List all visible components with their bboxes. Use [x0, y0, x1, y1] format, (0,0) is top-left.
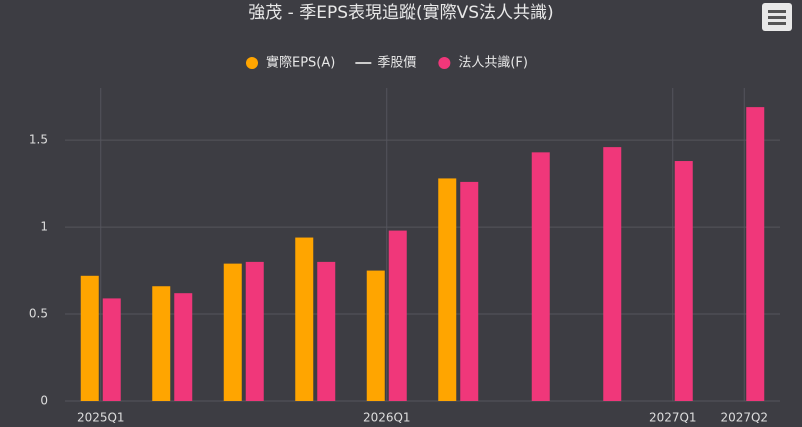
menu-bar: [768, 22, 786, 25]
bar: [603, 147, 622, 401]
x-tick-label: 2027Q2: [720, 411, 768, 425]
menu-bar: [768, 10, 786, 13]
legend-label: 實際EPS(A): [266, 55, 335, 71]
bar: [317, 261, 336, 401]
legend-label: 季股價: [377, 56, 416, 71]
y-tick-label: 1: [40, 220, 48, 234]
bar: [174, 293, 193, 401]
legend-line: [355, 62, 372, 64]
bar: [152, 286, 171, 401]
x-tick-label: 2025Q1: [77, 411, 125, 425]
menu-bar: [768, 16, 786, 19]
x-tick-label: 2027Q1: [649, 411, 697, 425]
chart-title: 強茂 - 季EPS表現追蹤(實際VS法人共識): [248, 3, 553, 23]
bar: [102, 298, 121, 401]
menu-button[interactable]: [762, 3, 792, 31]
bar: [674, 161, 693, 401]
bar: [295, 237, 314, 401]
bar: [366, 270, 385, 401]
y-tick-label: 1.5: [29, 133, 48, 147]
bar: [438, 178, 457, 401]
bar: [460, 181, 479, 401]
bar: [746, 107, 765, 401]
bar: [223, 263, 242, 401]
y-tick-label: 0: [40, 394, 48, 408]
x-tick-label: 2026Q1: [363, 411, 411, 425]
bar: [531, 152, 550, 401]
bar: [80, 275, 99, 401]
legend-label: 法人共識(F): [458, 56, 528, 71]
y-tick-label: 0.5: [29, 307, 48, 321]
legend-marker: [246, 57, 258, 69]
bar: [245, 261, 264, 401]
legend-marker: [438, 57, 451, 69]
bar: [388, 230, 407, 401]
